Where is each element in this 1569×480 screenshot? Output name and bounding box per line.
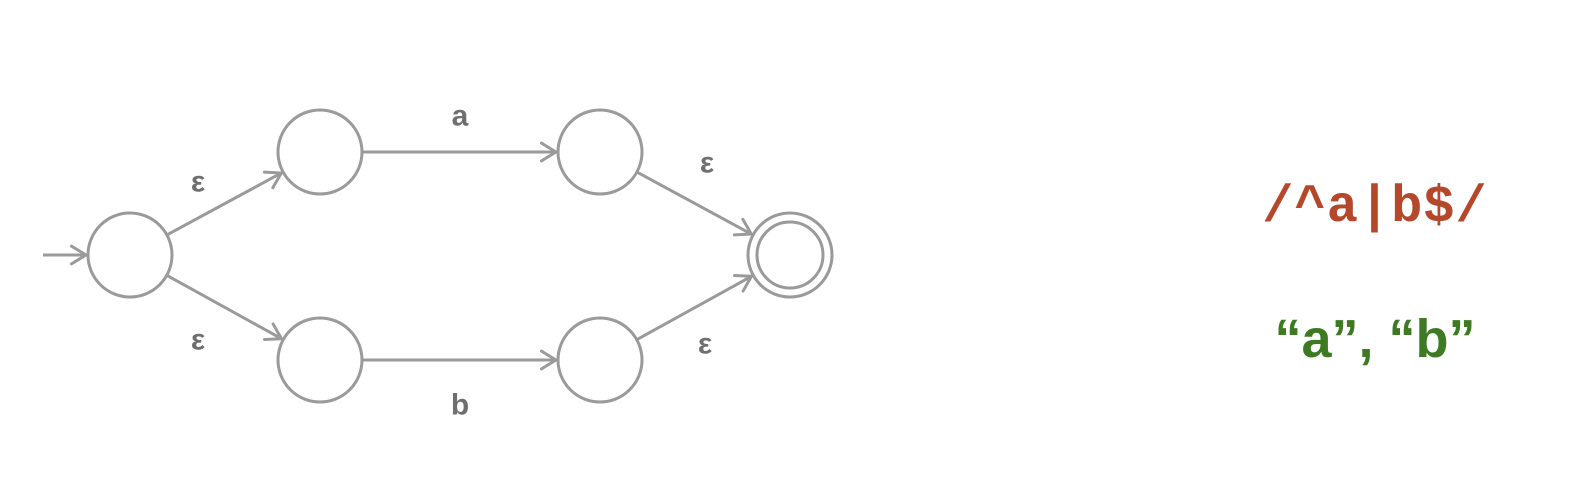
transition-q0-q3 [166,274,283,341]
accepting-state-q5 [746,211,834,299]
transition-labels-layer: ε a ε ε b ε [191,100,714,422]
transition-label-q0-q1: ε [191,166,205,199]
state-q2 [556,108,644,196]
transition-label-q0-q3: ε [191,324,205,357]
transition-q3-q4 [362,349,558,371]
start-arrow [43,244,88,266]
transition-label-q4-q5: ε [698,328,712,361]
transition-label-q2-q5: ε [700,147,714,180]
state-q3 [276,316,364,404]
transition-q4-q5 [636,274,753,341]
matched-strings: “a”, “b” [1274,309,1476,369]
transition-q2-q5 [636,170,753,237]
transitions-layer [43,141,753,371]
regex-pattern: /^a|b$/ [1262,178,1488,237]
transition-label-q3-q4: b [451,389,469,422]
state-q1 [276,108,364,196]
transition-label-q1-q2: a [452,100,469,133]
transition-q1-q2 [362,141,558,163]
states-layer [86,108,834,404]
state-q4 [556,316,644,404]
state-q0 [86,211,174,299]
transition-q0-q1 [166,170,283,237]
